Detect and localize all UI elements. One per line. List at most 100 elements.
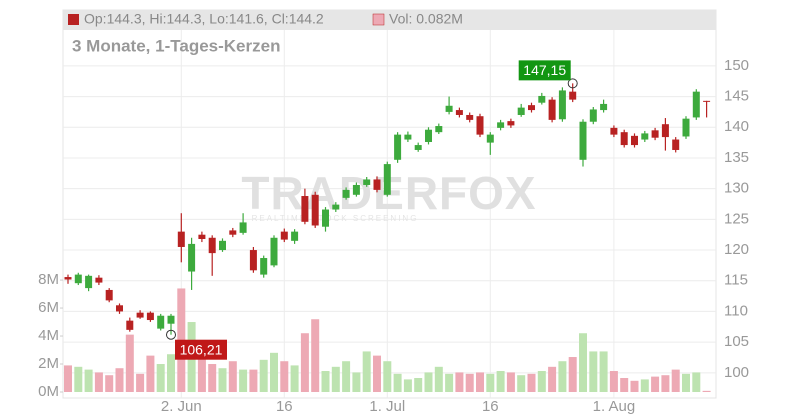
y2-tick-label: 4M (38, 327, 59, 344)
volume-bar (331, 366, 340, 392)
volume-bar (568, 357, 577, 392)
volume-bar (300, 333, 309, 392)
y-tick-label: 130 (724, 180, 749, 197)
extreme-label: 147,15 (523, 62, 566, 78)
y-tick-label: 120 (724, 241, 749, 258)
candle-body (239, 222, 247, 233)
x-tick-label: 16 (482, 398, 499, 415)
volume-bar (125, 334, 134, 392)
y-tick-label: 105 (724, 333, 749, 350)
volume-bar (167, 354, 175, 392)
candle-body (116, 305, 123, 312)
volume-bar (434, 366, 443, 392)
candle-body (528, 105, 535, 111)
volume-bar (651, 376, 660, 392)
candle-body (538, 95, 546, 103)
candle-body (260, 258, 268, 275)
volume-bar (640, 379, 649, 392)
candle-body (157, 315, 165, 329)
candle-body (703, 100, 711, 102)
candle-body (311, 194, 319, 226)
volume-bar (445, 373, 454, 392)
volume-bar (393, 373, 402, 392)
volume-bar (290, 365, 299, 392)
x-tick-label: 1. Aug (593, 398, 636, 415)
candle-body (600, 103, 608, 111)
volume-bar (486, 373, 495, 392)
candle-body (517, 107, 525, 115)
x-tick-label: 1. Jul (369, 398, 405, 415)
y2-tick-label: 6M (38, 299, 59, 316)
volume-bar (579, 333, 587, 392)
volume-bar (496, 371, 505, 392)
candle-body (167, 315, 175, 324)
candle-body (373, 179, 381, 190)
volume-bar (671, 369, 680, 392)
volume-bar (630, 380, 639, 392)
volume-bar (383, 361, 392, 392)
candle-body (476, 116, 484, 135)
candle-body (579, 121, 587, 160)
candle-body (589, 109, 597, 122)
volume-bar (64, 365, 72, 392)
volume-bar (661, 375, 670, 392)
candle-body (672, 139, 680, 150)
extreme-label-box (518, 60, 571, 81)
volume-bar (270, 352, 278, 392)
candle-body (435, 126, 443, 133)
volume-bar (537, 371, 546, 392)
volume-bar (517, 375, 526, 392)
volume-bar (506, 372, 515, 392)
candle-body (301, 196, 309, 222)
candle-body (188, 243, 196, 272)
candle-body (404, 134, 412, 140)
chart-title: 3 Monate, 1-Tages-Kerzen (72, 36, 280, 55)
candle-body (136, 312, 144, 318)
candle-body (651, 130, 659, 138)
extreme-marker (166, 329, 176, 340)
extreme-marker (567, 78, 578, 89)
y2-tick-label: 2M (38, 355, 59, 372)
candle-body (692, 91, 700, 118)
candle-body (394, 134, 402, 160)
volume-bar (74, 366, 83, 392)
volume-bar (702, 390, 711, 392)
volume-bar (589, 351, 598, 392)
legend-volume-icon (372, 13, 385, 26)
volume-bar (682, 373, 690, 392)
candle-body (280, 231, 288, 240)
extreme-label-box (175, 339, 227, 360)
volume-bar (156, 364, 165, 392)
volume-bar (476, 372, 484, 392)
volume-bar (84, 369, 93, 392)
candle-body (641, 133, 649, 140)
candle-body (425, 129, 432, 142)
y-tick-label: 150 (724, 57, 749, 74)
volume-bar (239, 369, 248, 392)
candle-body (558, 90, 566, 120)
volume-bar (424, 372, 433, 392)
y-tick-label: 110 (724, 302, 748, 319)
candle-body (85, 275, 93, 289)
candle-body (414, 145, 422, 150)
y2-tick-label: 0M (38, 383, 59, 400)
volume-bar (692, 372, 701, 392)
volume-bar (362, 351, 371, 392)
candle-body (486, 134, 494, 143)
candle-body (291, 231, 299, 241)
candle-body (497, 122, 505, 128)
candle-body (95, 277, 103, 283)
candle-body (631, 135, 638, 146)
candle-body (219, 240, 226, 251)
volume-bar (228, 361, 237, 392)
volume-bar (259, 359, 268, 392)
volume-bar (115, 368, 124, 392)
candle-body (548, 99, 556, 120)
candle-body (249, 250, 257, 271)
volume-bar (548, 366, 557, 392)
candle-body (383, 164, 391, 195)
candle-body (507, 121, 515, 126)
volume-bar (527, 373, 536, 392)
x-tick-label: 16 (276, 398, 293, 415)
